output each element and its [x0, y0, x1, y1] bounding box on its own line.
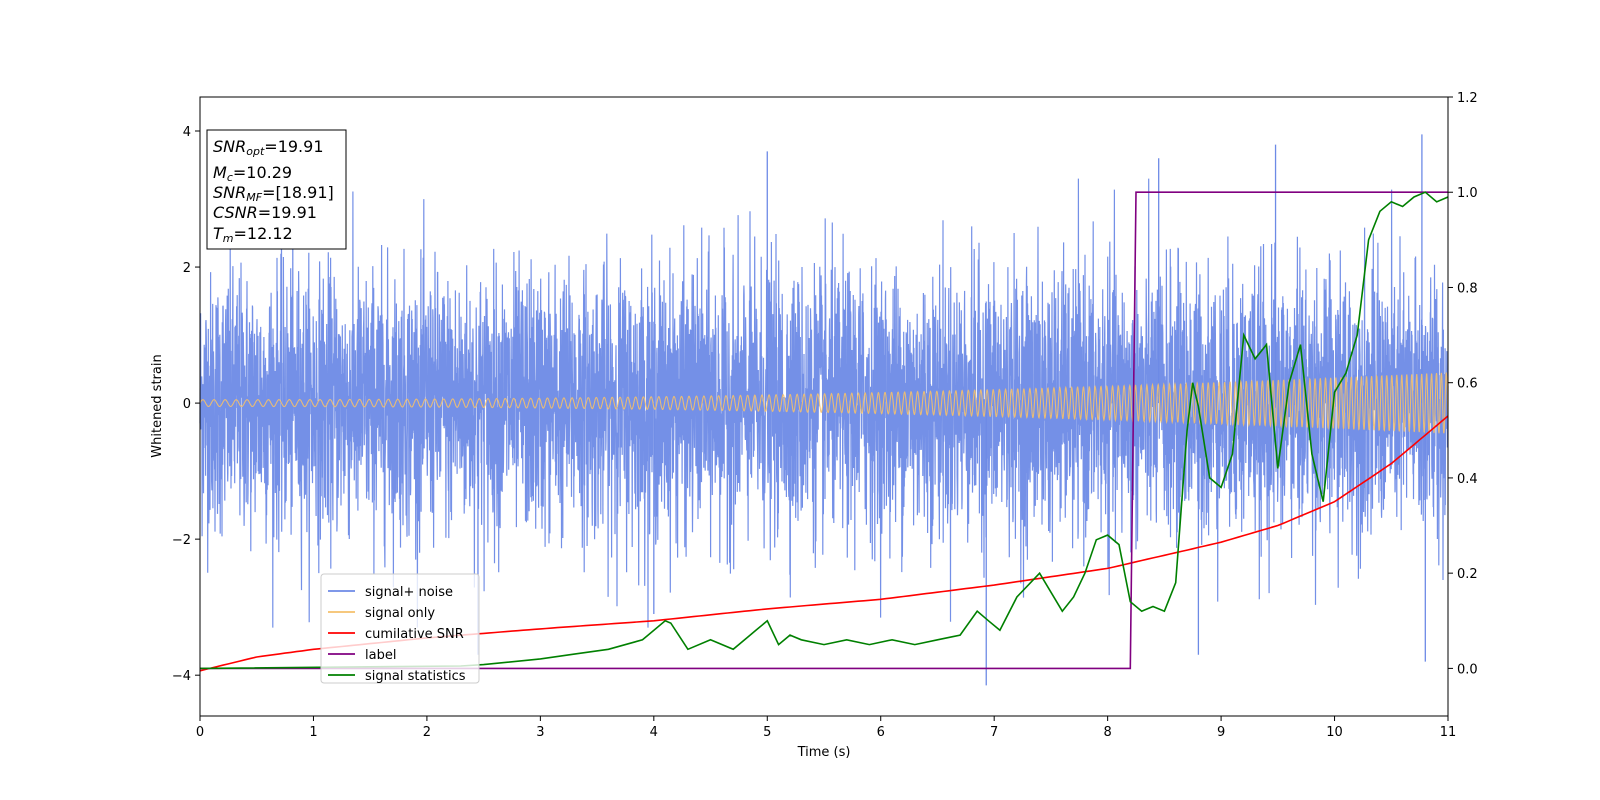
info-line: Tm=12.12: [213, 224, 293, 245]
info-box-frame: [206, 129, 347, 250]
x-tick-label: 10: [1326, 725, 1343, 740]
y2-tick-label: 0.4: [1457, 472, 1478, 487]
y2-tick-label: 1.2: [1457, 91, 1478, 106]
x-tick-label: 9: [1217, 725, 1225, 740]
y2-tick-label: 0.6: [1457, 377, 1478, 392]
y2-tick-label: 0.0: [1457, 662, 1478, 677]
x-axis-label: Time (s): [797, 745, 851, 760]
x-tick-label: 2: [423, 725, 431, 740]
x-tick-label: 1: [309, 725, 317, 740]
legend-label: label: [365, 648, 396, 663]
y-tick-label: −4: [172, 669, 191, 684]
legend-label: signal statistics: [365, 669, 466, 684]
info-line: Mc=10.29: [213, 163, 292, 184]
info-line: SNRopt=19.91: [213, 137, 324, 158]
legend: signal+ noise signal only cumilative SNR la…: [320, 573, 480, 684]
info-line: CSNR=19.91: [213, 203, 317, 222]
legend-label: signal only: [365, 606, 435, 621]
x-tick-label: 4: [650, 725, 658, 740]
y2-tick-label: 1.0: [1457, 186, 1478, 201]
y-tick-label: 0: [183, 397, 191, 412]
series-signal-statistics: [199, 191, 1449, 670]
y2-tick-label: 0.8: [1457, 281, 1478, 296]
y-tick-label: 2: [183, 261, 191, 276]
y-tick-label: 4: [183, 125, 191, 140]
x-tick-label: 11: [1440, 725, 1457, 740]
x-tick-label: 8: [1103, 725, 1111, 740]
y-axis-label: Whitened strain: [150, 354, 165, 457]
x-tick-label: 0: [196, 725, 204, 740]
y-tick-label: −2: [172, 533, 191, 548]
info-line: SNRMF=[18.91]: [213, 183, 334, 204]
series-signal-only: [199, 372, 1449, 434]
noise-series: [199, 134, 1449, 686]
legend-label: signal+ noise: [365, 585, 453, 600]
x-tick-label: 6: [877, 725, 885, 740]
x-tick-label: 3: [536, 725, 544, 740]
info-box: SNRopt=19.91 Mc=10.29SNRMF=[18.91]CSNR=19…: [206, 129, 347, 250]
axes: 0 1 2 3 4 5 6 7 8 9 10 11 −4 −2 0 2 4 0.0 0.2 0.4 0.6 0.8 1.0 1…: [172, 91, 1478, 740]
y2-tick-label: 0.2: [1457, 567, 1478, 582]
plot-frame: [199, 96, 1449, 717]
series-signal-noise: [199, 178, 1449, 628]
signal-only-series: [199, 372, 1449, 434]
legend-frame: [320, 573, 480, 684]
series-label: [200, 191, 1448, 670]
x-tick-label: 5: [763, 725, 771, 740]
x-tick-label: 7: [990, 725, 998, 740]
legend-label: cumilative SNR: [365, 627, 464, 642]
